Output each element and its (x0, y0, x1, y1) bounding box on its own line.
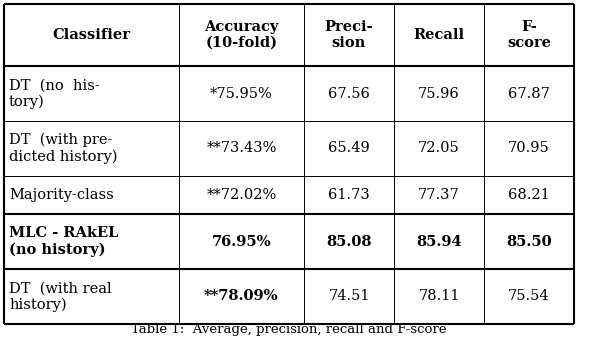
Text: Preci-
sion: Preci- sion (325, 20, 373, 50)
Text: DT  (with real
history): DT (with real history) (9, 281, 111, 312)
Text: 70.95: 70.95 (508, 142, 550, 156)
Text: Majority-class: Majority-class (9, 188, 114, 202)
Text: 65.49: 65.49 (328, 142, 370, 156)
Text: 67.87: 67.87 (508, 87, 550, 101)
Text: 85.08: 85.08 (326, 234, 371, 249)
Text: 85.50: 85.50 (506, 234, 552, 249)
Text: **73.43%: **73.43% (206, 142, 277, 156)
Text: 85.94: 85.94 (416, 234, 462, 249)
Text: DT  (no  his-
tory): DT (no his- tory) (9, 78, 100, 109)
Text: MLC - RAkEL
(no history): MLC - RAkEL (no history) (9, 226, 118, 257)
Text: 75.96: 75.96 (418, 87, 460, 101)
Text: 72.05: 72.05 (418, 142, 460, 156)
Text: 78.11: 78.11 (418, 289, 460, 303)
Text: Classifier: Classifier (53, 28, 130, 42)
Text: DT  (with pre-
dicted history): DT (with pre- dicted history) (9, 133, 118, 164)
Text: 77.37: 77.37 (418, 188, 460, 202)
Text: **72.02%: **72.02% (206, 188, 277, 202)
Text: F-
score: F- score (507, 20, 551, 50)
Text: 68.21: 68.21 (508, 188, 550, 202)
Text: 67.56: 67.56 (328, 87, 370, 101)
Text: Accuracy
(10-fold): Accuracy (10-fold) (204, 20, 278, 50)
Text: 75.54: 75.54 (508, 289, 550, 303)
Text: 74.51: 74.51 (328, 289, 370, 303)
Text: *75.95%: *75.95% (210, 87, 273, 101)
Text: Recall: Recall (414, 28, 465, 42)
Text: Table 1:  Average, precision, recall and F-score: Table 1: Average, precision, recall and … (131, 323, 447, 337)
Text: 61.73: 61.73 (328, 188, 370, 202)
Text: **78.09%: **78.09% (204, 289, 279, 303)
Text: 76.95%: 76.95% (212, 234, 271, 249)
